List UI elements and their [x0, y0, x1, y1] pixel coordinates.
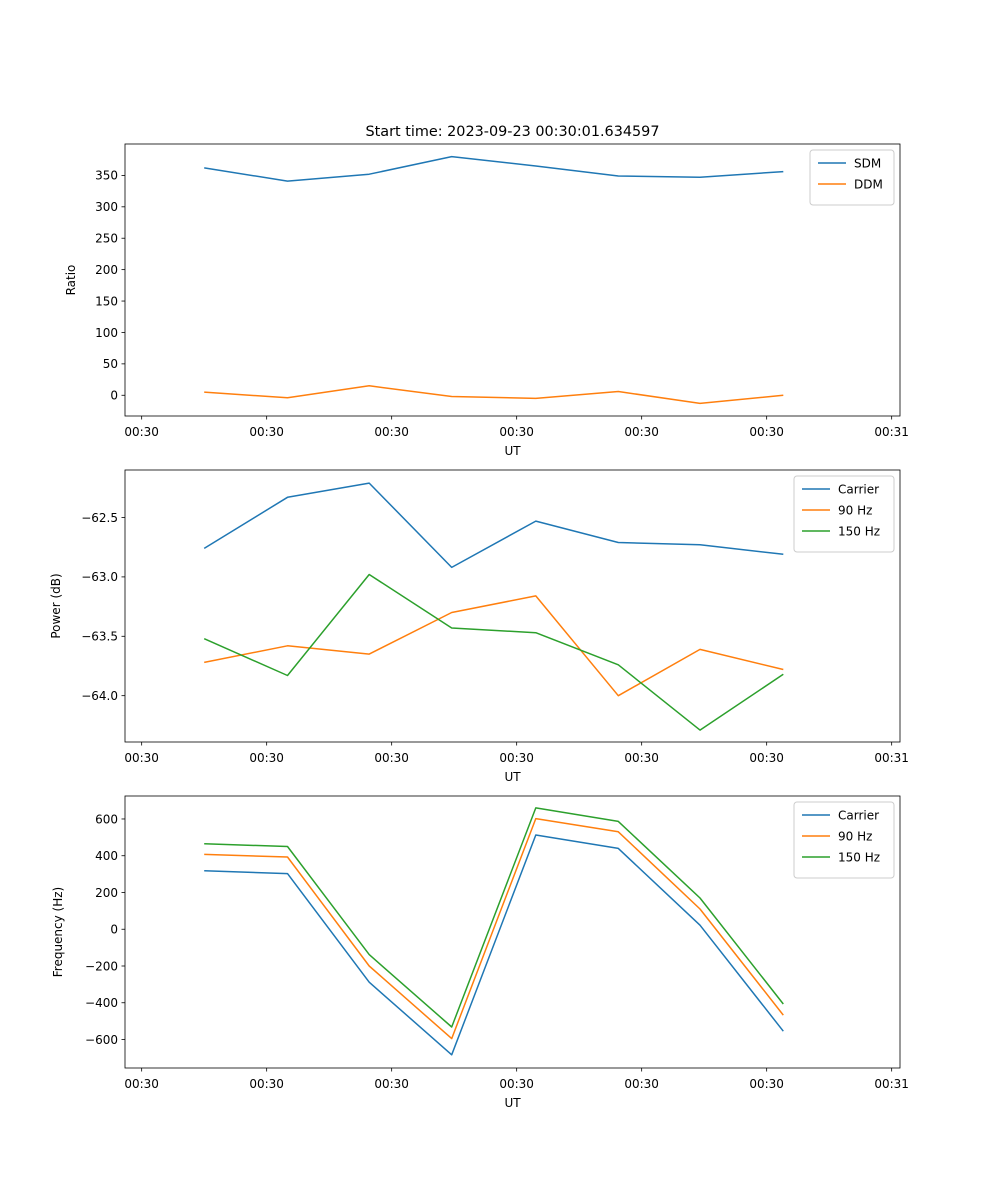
legend-label-150-hz: 150 Hz — [838, 525, 880, 539]
x-axis-label: UT — [504, 770, 521, 784]
axes-frame — [124, 469, 901, 743]
x-tick-label: 00:30 — [499, 751, 534, 765]
x-tick-label: 00:30 — [124, 425, 159, 439]
x-tick-label: 00:31 — [874, 1077, 909, 1091]
series-line-ddm — [204, 385, 784, 405]
x-tick-label: 00:30 — [374, 1077, 409, 1091]
y-tick-label: 150 — [95, 294, 118, 308]
series-line-90-hz — [204, 595, 784, 697]
series-line-90-hz — [204, 817, 784, 1040]
y-tick-label: 350 — [95, 169, 118, 183]
legend-box — [793, 475, 895, 553]
legend-label-90-hz: 90 Hz — [838, 504, 872, 518]
axes-frame — [124, 795, 901, 1069]
x-tick-label: 00:30 — [249, 1077, 284, 1091]
x-tick-label: 00:30 — [749, 1077, 784, 1091]
x-tick-label: 00:30 — [374, 751, 409, 765]
y-tick-label: 250 — [95, 232, 118, 246]
x-tick-label: 00:30 — [124, 1077, 159, 1091]
legend-box — [793, 801, 895, 879]
legend: Carrier 90 Hz 150 Hz — [793, 475, 895, 553]
y-tick-label: 200 — [95, 886, 118, 900]
legend-label-sdm: SDM — [854, 157, 881, 171]
legend-label-carrier: Carrier — [838, 809, 879, 823]
y-tick-label: −63.5 — [81, 630, 118, 644]
y-tick-label: 50 — [103, 357, 118, 371]
x-tick-label: 00:30 — [499, 1077, 534, 1091]
figure-title: Start time: 2023-09-23 00:30:01.634597 — [365, 124, 659, 140]
y-tick-label: 600 — [95, 812, 118, 826]
axes-frame — [124, 143, 901, 417]
x-tick-label: 00:30 — [249, 751, 284, 765]
y-tick-label: 0 — [110, 923, 118, 937]
chart-panel-3: 00:30 00:30 00:30 00:30 00:30 00:30 00:31 −600 −… — [51, 795, 909, 1110]
y-tick-label: −63.0 — [81, 570, 118, 584]
y-tick-label: −200 — [85, 959, 118, 973]
y-tick-label: 300 — [95, 200, 118, 214]
x-axis-label: UT — [504, 444, 521, 458]
y-axis-label: Ratio — [64, 265, 78, 296]
legend-label-150-hz: 150 Hz — [838, 851, 880, 865]
x-tick-label: 00:30 — [249, 425, 284, 439]
y-axis-label: Frequency (Hz) — [51, 887, 65, 978]
x-tick-label: 00:30 — [624, 751, 659, 765]
x-tick-label: 00:30 — [124, 751, 159, 765]
legend-label-carrier: Carrier — [838, 483, 879, 497]
y-tick-label: −400 — [85, 996, 118, 1010]
y-tick-label: 200 — [95, 263, 118, 277]
y-axis-label: Power (dB) — [49, 573, 63, 638]
series-line-150-hz — [203, 573, 784, 731]
y-tick-label: −62.5 — [81, 511, 118, 525]
y-tick-label: 100 — [95, 326, 118, 340]
series-line-carrier — [204, 834, 784, 1056]
series-line-sdm — [204, 155, 784, 182]
chart-panel-2: 00:30 00:30 00:30 00:30 00:30 00:30 00:31 −64.0… — [49, 469, 909, 784]
x-tick-label: 00:31 — [874, 425, 909, 439]
chart-panel-1: 00:30 00:30 00:30 00:30 00:30 00:30 00:31 0 50 10… — [64, 143, 909, 458]
y-tick-label: 0 — [110, 389, 118, 403]
x-tick-label: 00:30 — [624, 1077, 659, 1091]
x-tick-label: 00:30 — [624, 425, 659, 439]
x-tick-label: 00:30 — [374, 425, 409, 439]
legend: Carrier 90 Hz 150 Hz — [793, 801, 895, 879]
legend-label-90-hz: 90 Hz — [838, 830, 872, 844]
y-tick-label: 400 — [95, 849, 118, 863]
x-tick-label: 00:30 — [749, 425, 784, 439]
legend: SDM DDM — [809, 149, 895, 206]
x-tick-label: 00:30 — [749, 751, 784, 765]
y-tick-label: −64.0 — [81, 689, 118, 703]
series-line-150-hz — [204, 807, 784, 1028]
x-tick-label: 00:31 — [874, 751, 909, 765]
y-tick-label: −600 — [85, 1033, 118, 1047]
legend-label-ddm: DDM — [854, 178, 883, 192]
x-tick-label: 00:30 — [499, 425, 534, 439]
series-line-carrier — [203, 482, 784, 569]
x-axis-label: UT — [504, 1096, 521, 1110]
